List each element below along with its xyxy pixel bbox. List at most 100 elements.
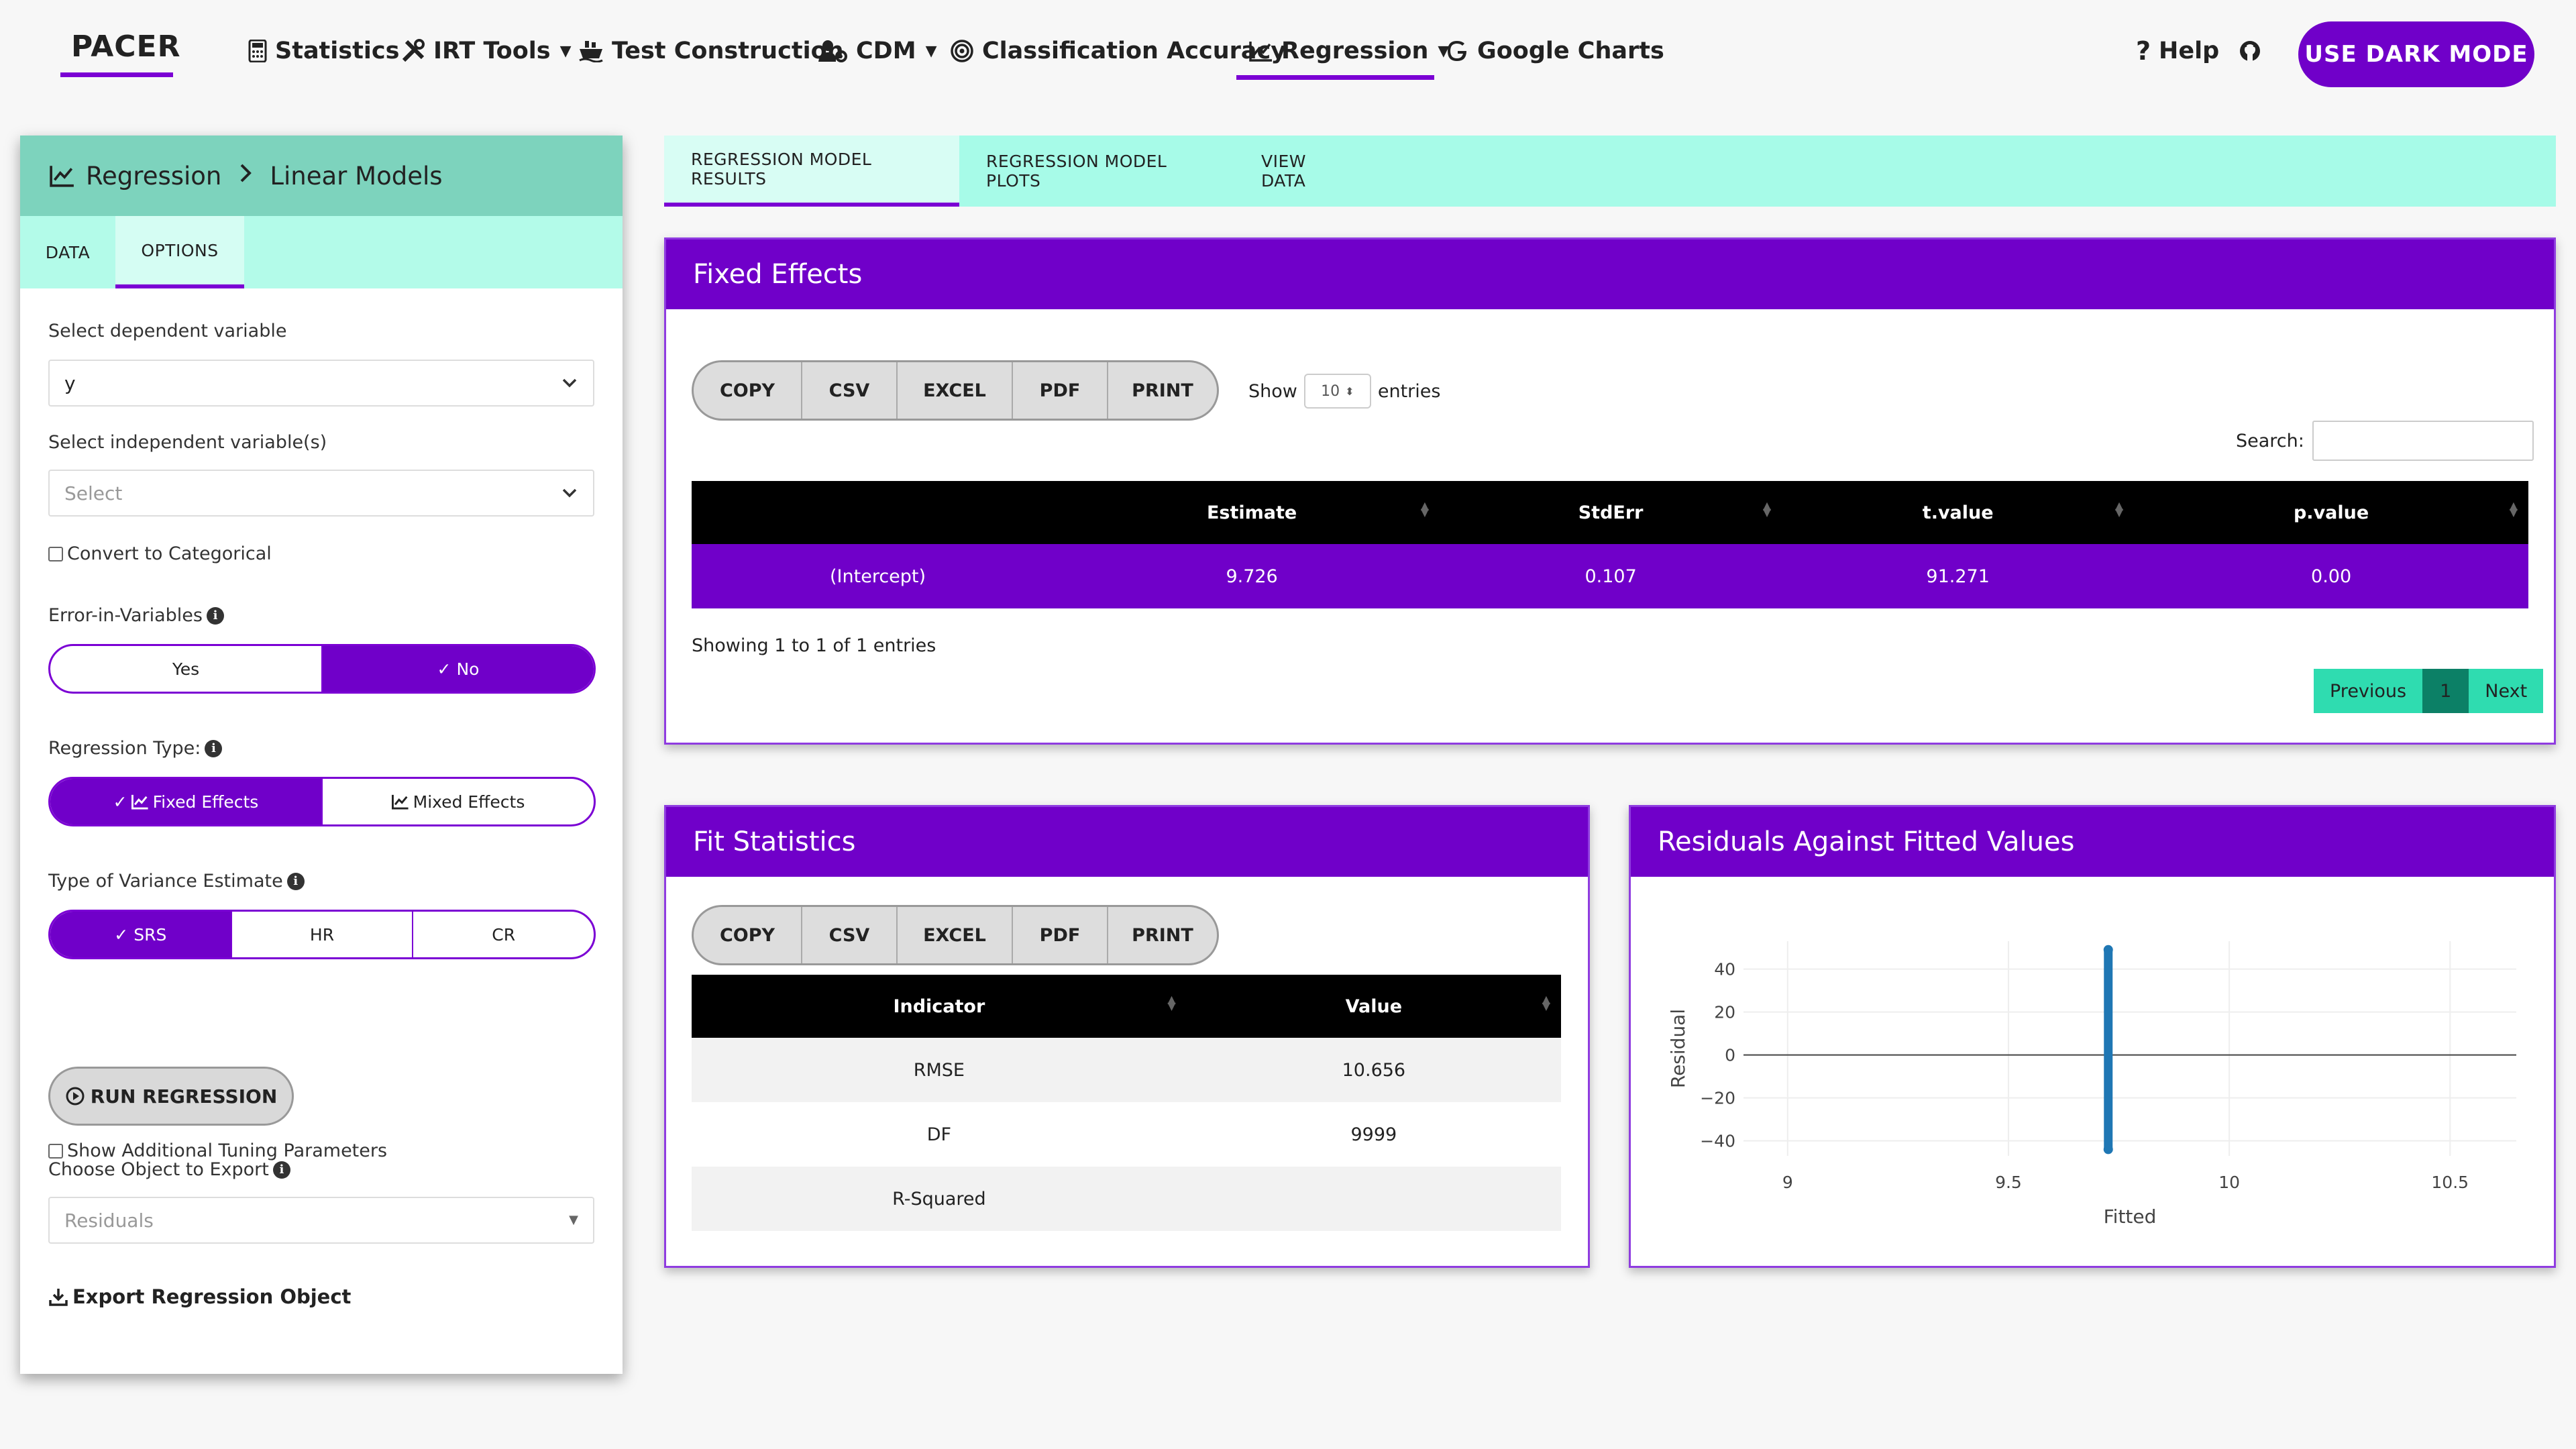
convert-categorical-checkbox[interactable]: Convert to Categorical: [48, 543, 272, 564]
info-icon[interactable]: i: [286, 872, 305, 890]
csv-button[interactable]: CSV: [802, 362, 898, 419]
tab-regression-model-plots[interactable]: REGRESSION MODEL PLOTS: [986, 152, 1167, 191]
export-object-select[interactable]: Residuals ▼: [48, 1197, 594, 1244]
residual-point: [2103, 945, 2113, 955]
residuals-chart[interactable]: 9 9.5 10 10.5 40 20 0 −20 −40 Fitted Residual: [1631, 807, 2554, 1266]
export-regression-link[interactable]: Export Regression Object: [48, 1285, 351, 1308]
column-header-indicator[interactable]: Indicator ▲ ▼: [692, 975, 1187, 1038]
dark-mode-button[interactable]: USE DARK MODE: [2298, 21, 2534, 87]
question-icon: ?: [2136, 36, 2151, 66]
nav-irt-tools[interactable]: IRT Tools ▼: [401, 34, 572, 68]
fixed-effects-option[interactable]: ✓ Fixed Effects: [50, 779, 323, 824]
column-header-pvalue[interactable]: p.value ▲ ▼: [2134, 481, 2528, 544]
eiv-no-option[interactable]: ✓ No: [323, 646, 594, 692]
table-row[interactable]: DF 9999: [692, 1102, 1561, 1167]
srs-option[interactable]: ✓ SRS: [50, 912, 232, 957]
play-circle-icon: [65, 1086, 85, 1106]
print-button[interactable]: PRINT: [1132, 380, 1193, 401]
independent-variable-select[interactable]: Select: [48, 470, 594, 517]
column-header-value[interactable]: Value ▲ ▼: [1186, 975, 1561, 1038]
sort-icon: ▲ ▼: [1420, 499, 1430, 519]
next-page-button[interactable]: Next: [2469, 669, 2544, 713]
info-icon[interactable]: i: [272, 1161, 290, 1179]
eiv-yes-option[interactable]: Yes: [50, 646, 323, 692]
pagination: Previous 1 Next: [2314, 669, 2544, 713]
x-tick-label: 9.5: [1995, 1173, 2022, 1192]
tab-data[interactable]: DATA: [45, 242, 91, 262]
excel-button[interactable]: EXCEL: [898, 907, 1013, 963]
main-tabs: REGRESSION MODEL RESULTS REGRESSION MODE…: [664, 136, 2556, 207]
brand-logo[interactable]: PACER: [71, 30, 181, 64]
check-icon: ✓: [113, 792, 127, 812]
github-link[interactable]: [2238, 34, 2270, 68]
fit-statistics-table: Indicator ▲ ▼ Value ▲ ▼ RMSE 10.656 DF 9999 …: [692, 975, 1561, 1231]
print-button[interactable]: PRINT: [1132, 924, 1193, 946]
excel-button[interactable]: EXCEL: [898, 362, 1013, 419]
nav-help[interactable]: ? Help: [2136, 34, 2219, 68]
table-cell: 91.271: [1782, 544, 2135, 608]
google-icon: [1446, 40, 1469, 62]
search-control: Search:: [2236, 421, 2534, 461]
run-regression-button[interactable]: RUN REGRESSION: [48, 1067, 294, 1126]
table-cell: [1186, 1167, 1561, 1231]
sort-icon: ▲ ▼: [1762, 499, 1772, 519]
pdf-button[interactable]: PDF: [1013, 362, 1108, 419]
residual-point: [2103, 1144, 2113, 1155]
csv-button[interactable]: CSV: [802, 907, 898, 963]
breadcrumb-root[interactable]: Regression: [86, 161, 222, 191]
export-object-value: Residuals: [64, 1209, 154, 1232]
chevron-right-icon: [239, 162, 252, 189]
sort-icon: ▲ ▼: [2114, 499, 2124, 519]
tab-options[interactable]: OPTIONS: [115, 216, 244, 288]
nav-test-construction[interactable]: Test Construction: [578, 34, 844, 68]
info-icon[interactable]: i: [207, 606, 224, 625]
y-tick-label: 20: [1714, 1003, 1735, 1022]
dependent-variable-label: Select dependent variable: [48, 321, 287, 341]
caret-down-icon: ▼: [569, 1213, 578, 1227]
copy-button[interactable]: COPY: [694, 362, 802, 419]
pdf-button[interactable]: PDF: [1013, 907, 1108, 963]
checkbox[interactable]: [48, 546, 63, 561]
dependent-variable-select[interactable]: y: [48, 360, 594, 407]
checkbox[interactable]: [48, 1143, 63, 1159]
nav-statistics[interactable]: Statistics: [248, 34, 399, 68]
column-header[interactable]: [692, 481, 1065, 544]
table-row[interactable]: R-Squared: [692, 1167, 1561, 1231]
cr-option[interactable]: CR: [492, 924, 516, 945]
ship-icon: [578, 40, 604, 62]
y-tick-label: 40: [1714, 960, 1735, 979]
fixed-effects-panel: Fixed Effects COPY CSV EXCEL PDF PRINT S…: [664, 237, 2556, 745]
table-row[interactable]: RMSE 10.656: [692, 1038, 1561, 1102]
column-header-tvalue[interactable]: t.value ▲ ▼: [1782, 481, 2135, 544]
column-header-stderr[interactable]: StdErr ▲ ▼: [1440, 481, 1782, 544]
independent-variable-placeholder: Select: [64, 482, 123, 504]
nav-regression[interactable]: Regression ▼: [1249, 34, 1449, 68]
sort-icon: ▲ ▼: [1167, 993, 1176, 1012]
tab-view-data[interactable]: VIEW DATA: [1261, 152, 1306, 191]
page-length-select[interactable]: 10 ⬍: [1303, 374, 1371, 409]
column-header-estimate[interactable]: Estimate ▲ ▼: [1064, 481, 1440, 544]
convert-categorical-label: Convert to Categorical: [67, 543, 272, 564]
table-cell: 0.107: [1440, 544, 1782, 608]
export-label-row: Choose Object to Export i: [48, 1159, 290, 1180]
variance-label: Type of Variance Estimate: [48, 871, 283, 892]
copy-button[interactable]: COPY: [694, 907, 802, 963]
table-row[interactable]: (Intercept) 9.726 0.107 91.271 0.00: [692, 544, 2528, 608]
table-header-row: Estimate ▲ ▼ StdErr ▲ ▼ t.value ▲ ▼ p.value ▲ ▼: [692, 481, 2528, 544]
tab-regression-model-results[interactable]: REGRESSION MODEL RESULTS: [664, 136, 959, 207]
info-icon[interactable]: i: [205, 739, 223, 757]
export-label: Choose Object to Export: [48, 1159, 269, 1180]
variance-label-row: Type of Variance Estimate i: [48, 871, 305, 892]
users-cog-icon: [818, 39, 848, 63]
previous-page-button[interactable]: Previous: [2314, 669, 2423, 713]
tuning-parameters-checkbox[interactable]: Show Additional Tuning Parameters: [48, 1140, 387, 1161]
nav-cdm[interactable]: CDM ▼: [818, 34, 937, 68]
search-input[interactable]: [2312, 421, 2534, 461]
mixed-effects-option[interactable]: Mixed Effects: [323, 779, 594, 824]
nav-label: IRT Tools: [433, 38, 551, 64]
fit-statistics-panel: Fit Statistics COPY CSV EXCEL PDF PRINT …: [664, 805, 1590, 1268]
hr-option[interactable]: HR: [232, 912, 414, 957]
nav-google-charts[interactable]: Google Charts: [1446, 34, 1664, 68]
page-1-button[interactable]: 1: [2422, 669, 2469, 713]
nav-classification-accuracy[interactable]: Classification Accuracy: [950, 34, 1286, 68]
